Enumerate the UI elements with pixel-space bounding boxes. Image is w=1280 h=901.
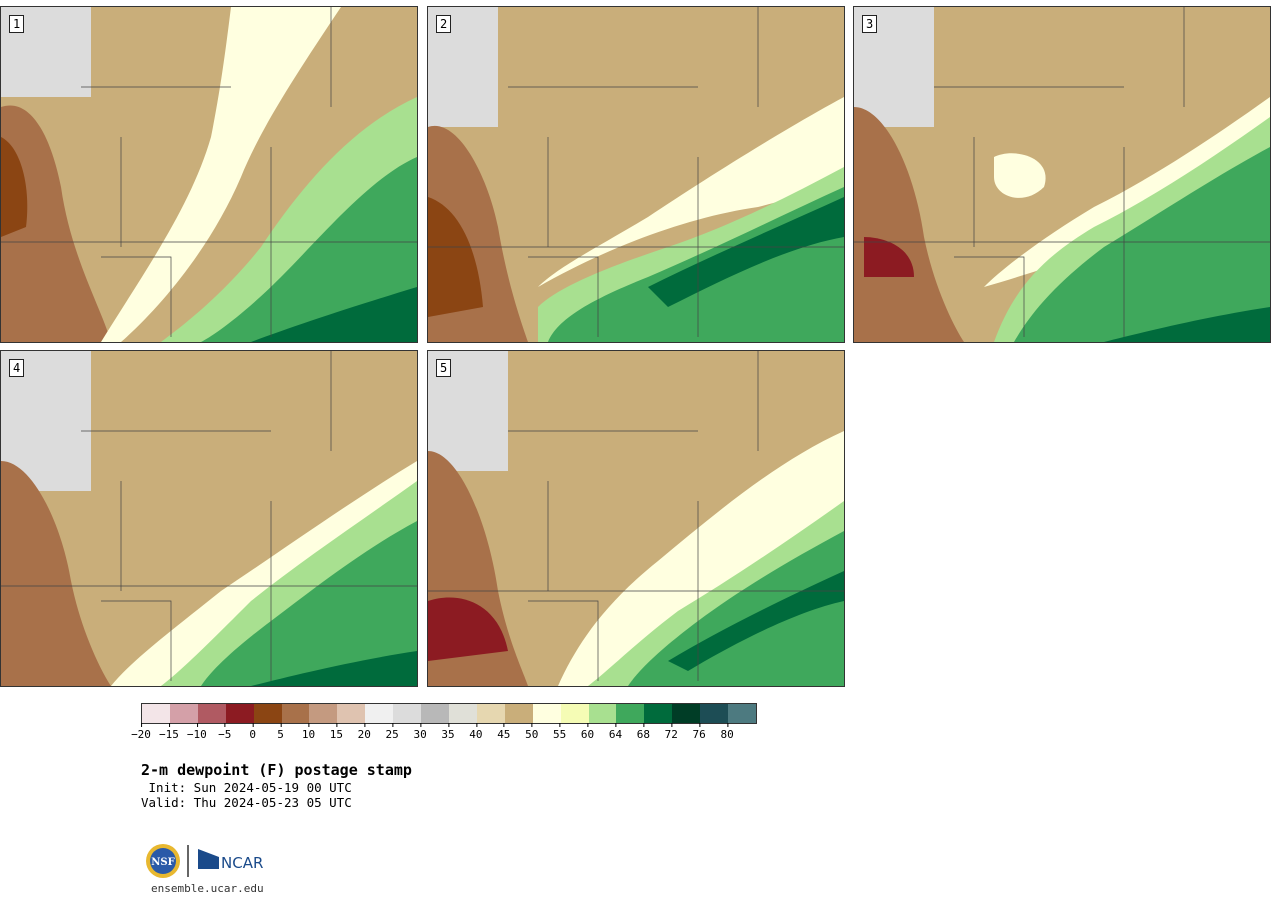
colorbar-tick-label: 55 [553,723,566,741]
site-url: ensemble.ucar.edu [151,882,264,895]
colorbar-swatch [225,704,254,723]
colorbar-swatch [476,704,505,723]
dewpoint-map-3 [854,7,1270,342]
colorbar-tick-label: 64 [609,723,622,741]
colorbar-swatch [197,704,226,723]
colorbar-swatch [728,704,756,723]
panel-number: 1 [9,15,25,33]
colorbar-tick-label: 45 [497,723,510,741]
dewpoint-map-4 [1,351,417,686]
dewpoint-map-2 [428,7,844,342]
colorbar-tick-label: 15 [330,723,343,741]
colorbar-swatch [448,704,477,723]
colorbar-swatch [169,704,198,723]
colorbar-swatch [365,704,394,723]
colorbar-swatch [253,704,282,723]
colorbar-swatch [644,704,673,723]
init-time: Init: Sun 2024-05-19 00 UTC [141,780,352,795]
colorbar-tick-label: −5 [218,723,231,741]
dewpoint-map-1 [1,7,417,342]
map-panel-2: 2 [427,6,845,343]
colorbar-tick-label: −15 [159,723,179,741]
colorbar [141,703,757,724]
colorbar-tick-label: 72 [665,723,678,741]
valid-time: Valid: Thu 2024-05-23 05 UTC [141,795,352,810]
colorbar-swatch [588,704,617,723]
colorbar-tick-label: 35 [441,723,455,741]
figure-title: 2-m dewpoint (F) postage stamp [141,761,412,779]
colorbar-tick-label: −20 [131,723,151,741]
colorbar-tick-label: 10 [302,723,315,741]
map-panel-3: 3 [853,6,1271,343]
nsf-ncar-logo: NSF NCAR [146,844,263,878]
colorbar-swatch [504,704,533,723]
colorbar-swatch [616,704,645,723]
colorbar-tick-label: 30 [413,723,427,741]
colorbar-swatch [393,704,422,723]
colorbar-tick-label: −10 [187,723,207,741]
dewpoint-map-5 [428,351,844,686]
colorbar-tick-label: 40 [469,723,483,741]
colorbar-tick-label: 25 [386,723,399,741]
panel-number: 5 [436,359,452,377]
colorbar-swatch [281,704,310,723]
colorbar-swatch [560,704,589,723]
colorbar-swatch [142,704,170,723]
colorbar-swatch [532,704,561,723]
colorbar-tick-label: 80 [720,723,734,741]
colorbar-tick-label: 20 [358,723,371,741]
colorbar-tick-label: 5 [277,723,284,741]
colorbar-ticks: −20 −15 −10 −5 0 5 10 15 20 25 30 35 40 45 50 55 60 64 68 7… [131,723,755,743]
map-panel-5: 5 [427,350,845,687]
colorbar-tick-label: 60 [581,723,594,741]
map-panel-1: 1 [0,6,418,343]
panel-number: 3 [862,15,878,33]
colorbar-tick-label: 50 [525,723,538,741]
nsf-logo-text: NSF [151,857,174,868]
colorbar-tick-label: 68 [637,723,650,741]
map-panel-4: 4 [0,350,418,687]
colorbar-tick-label: 0 [249,723,256,741]
panel-number: 2 [436,15,452,33]
colorbar-swatch [309,704,338,723]
colorbar-swatch [337,704,366,723]
panel-number: 4 [9,359,25,377]
colorbar-swatch [672,704,701,723]
ncar-logo-text: NCAR [221,854,263,872]
colorbar-swatch [421,704,449,723]
colorbar-tick-label: 76 [693,723,706,741]
colorbar-swatch [700,704,729,723]
